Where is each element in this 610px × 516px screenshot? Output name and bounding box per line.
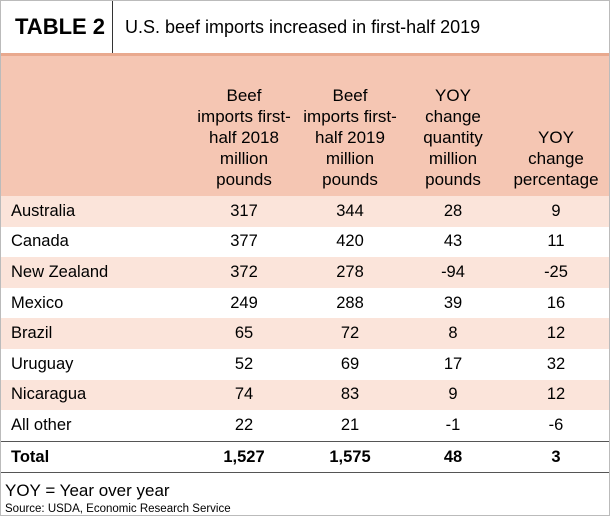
column-header: Beef imports first-half 2019 million pou… xyxy=(297,56,403,196)
column-header: Beef imports first-half 2018 million pou… xyxy=(191,56,297,196)
cell: 65 xyxy=(191,318,297,349)
cell: 16 xyxy=(546,293,566,312)
table-row: Brazil 65 72 8 12 xyxy=(1,318,609,349)
cell: 249 xyxy=(230,293,258,312)
cell: 83 xyxy=(297,379,403,411)
cell: 288 xyxy=(336,293,364,312)
table-row: All other 22 21 -1 -6 xyxy=(1,410,609,441)
cell: 9 xyxy=(503,196,609,227)
table-title: U.S. beef imports increased in first-hal… xyxy=(125,16,481,37)
cell: 1,527 xyxy=(191,440,297,474)
column-header xyxy=(1,56,191,196)
row-label: Uruguay xyxy=(11,354,74,373)
header: TABLE 2 U.S. beef imports increased in f… xyxy=(1,1,609,56)
table-body: Australia 317 344 28 9 Canada 377 420 43 11 New Ze… xyxy=(1,196,609,474)
row-label: Canada xyxy=(11,232,69,251)
footnote: YOY = Year over year xyxy=(5,481,170,501)
cell: 12 xyxy=(503,318,609,349)
cell: 52 xyxy=(234,354,254,373)
table-row: Nicaragua 74 83 9 12 xyxy=(1,379,609,411)
row-label: Nicaragua xyxy=(1,379,191,411)
table-row: Uruguay 52 69 17 32 xyxy=(1,349,609,380)
cell: 278 xyxy=(297,257,403,288)
cell: 11 xyxy=(547,232,565,251)
cell: 372 xyxy=(191,257,297,288)
table-row: Canada 377 420 43 11 xyxy=(1,227,609,258)
cell: -25 xyxy=(503,257,609,288)
cell: 28 xyxy=(403,196,503,227)
cell: 72 xyxy=(297,318,403,349)
row-label: Mexico xyxy=(11,293,64,312)
cell: 43 xyxy=(443,232,463,251)
cell: -1 xyxy=(445,415,461,434)
table-row: New Zealand 372 278 -94 -25 xyxy=(1,257,609,288)
header-row: Beef imports first-half 2018 million pou… xyxy=(1,56,609,196)
table-label: TABLE 2 xyxy=(1,1,113,53)
cell: -6 xyxy=(548,415,564,434)
total-row: Total 1,527 1,575 48 3 xyxy=(1,440,609,474)
row-label: Brazil xyxy=(1,318,191,349)
source: Source: USDA, Economic Research Service xyxy=(5,503,231,516)
row-label: Total xyxy=(1,440,191,474)
cell: 32 xyxy=(546,354,566,373)
table-row: Mexico 249 288 39 16 xyxy=(1,288,609,319)
cell: 69 xyxy=(340,354,360,373)
cell: 21 xyxy=(340,415,360,434)
cell: 317 xyxy=(191,196,297,227)
row-label: New Zealand xyxy=(1,257,191,288)
cell: 8 xyxy=(403,318,503,349)
column-header: YOY change percentage xyxy=(503,56,609,196)
cell: 12 xyxy=(503,379,609,411)
cell: 74 xyxy=(191,379,297,411)
cell: 39 xyxy=(443,293,463,312)
row-label: Australia xyxy=(1,196,191,227)
cell: 48 xyxy=(403,440,503,474)
cell: 1,575 xyxy=(297,440,403,474)
data-table: Beef imports first-half 2018 million pou… xyxy=(1,56,609,474)
cell: 344 xyxy=(297,196,403,227)
cell: -94 xyxy=(403,257,503,288)
cell: 17 xyxy=(443,354,463,373)
cell: 420 xyxy=(336,232,364,251)
cell: 9 xyxy=(403,379,503,411)
cell: 22 xyxy=(234,415,254,434)
cell: 3 xyxy=(503,440,609,474)
row-label: All other xyxy=(11,415,72,434)
column-header: YOY change quantity million pounds xyxy=(403,56,503,196)
cell: 377 xyxy=(230,232,258,251)
table-row: Australia 317 344 28 9 xyxy=(1,196,609,227)
